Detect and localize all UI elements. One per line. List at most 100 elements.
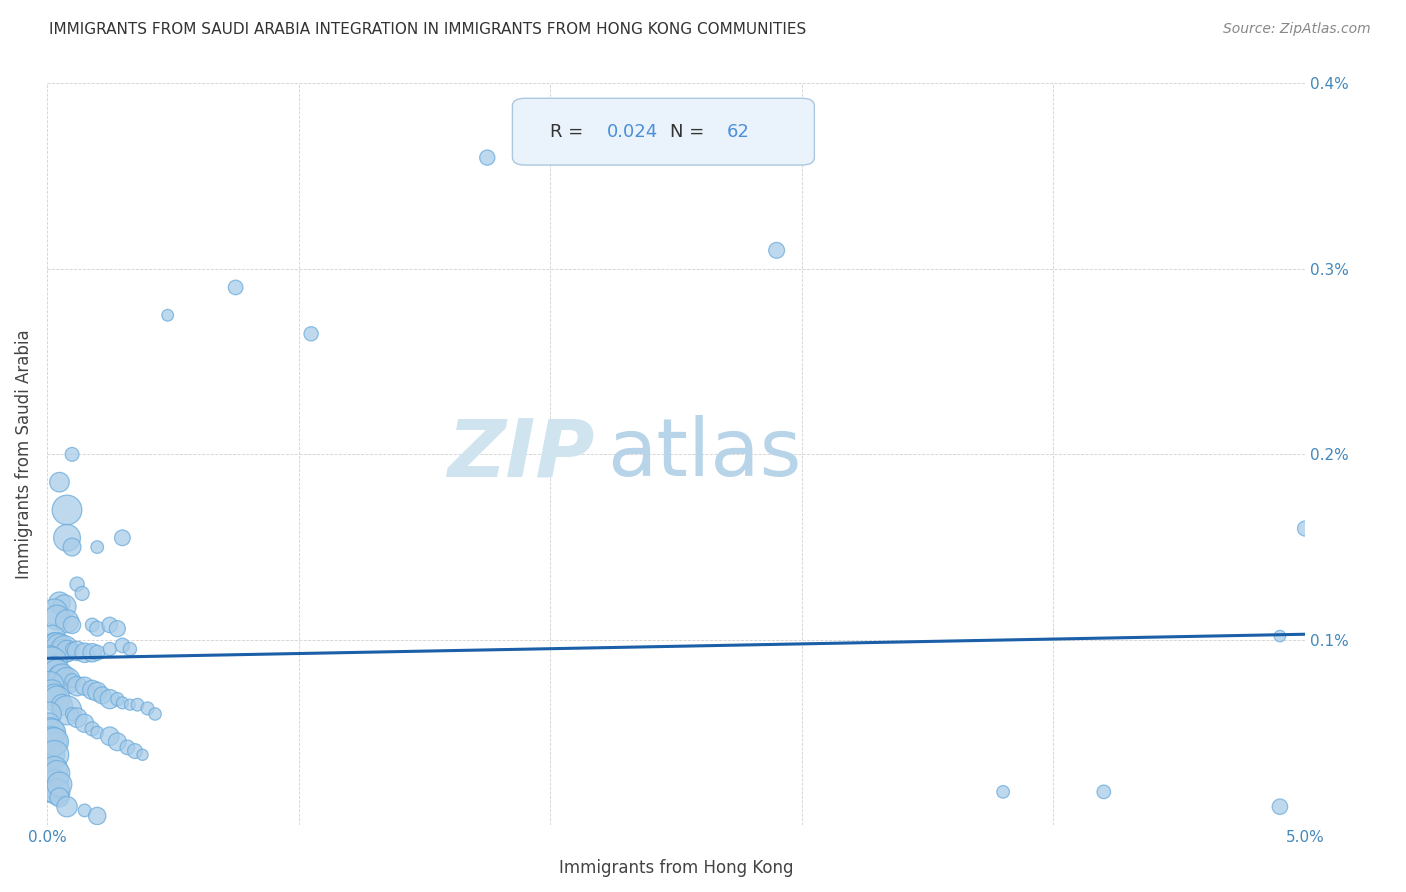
Point <box>66 577 89 591</box>
Point <box>38 744 60 758</box>
Point <box>1092 785 1115 799</box>
Point <box>127 698 149 712</box>
Point <box>38 651 60 665</box>
Point <box>56 673 79 688</box>
Point <box>44 735 66 749</box>
Point <box>48 670 70 684</box>
Point <box>44 747 66 762</box>
Point <box>991 785 1014 799</box>
Point <box>143 706 166 721</box>
Text: 62: 62 <box>727 123 749 141</box>
Point <box>41 632 63 647</box>
Point <box>1268 629 1291 643</box>
Point <box>66 711 89 725</box>
Point <box>56 703 79 717</box>
Point <box>60 706 83 721</box>
Point <box>60 618 83 632</box>
Point <box>118 642 141 657</box>
Point <box>82 682 104 697</box>
Point <box>46 666 69 681</box>
Point <box>98 729 121 743</box>
Point <box>136 701 159 715</box>
Point <box>1294 522 1316 536</box>
Text: N =: N = <box>669 123 710 141</box>
Point <box>66 679 89 693</box>
Point <box>86 646 108 660</box>
Point <box>41 747 63 762</box>
Point <box>38 753 60 767</box>
Point <box>86 725 108 739</box>
Point <box>86 622 108 636</box>
Point <box>44 763 66 777</box>
Point <box>60 673 83 688</box>
Point <box>98 618 121 632</box>
Point <box>44 689 66 703</box>
Y-axis label: Immigrants from Saudi Arabia: Immigrants from Saudi Arabia <box>15 329 32 579</box>
Point <box>86 809 108 823</box>
Point <box>53 642 76 657</box>
Point <box>38 706 60 721</box>
Point <box>105 692 128 706</box>
Point <box>124 744 146 758</box>
Point <box>105 622 128 636</box>
Point <box>46 785 69 799</box>
FancyBboxPatch shape <box>512 98 814 165</box>
Text: atlas: atlas <box>607 416 801 493</box>
Point <box>48 790 70 805</box>
Point <box>82 722 104 736</box>
Point <box>73 716 96 731</box>
Point <box>60 642 83 657</box>
Point <box>51 670 73 684</box>
Point <box>38 725 60 739</box>
Point <box>73 679 96 693</box>
Point <box>44 605 66 619</box>
Text: 0.024: 0.024 <box>607 123 658 141</box>
Point <box>225 280 247 294</box>
Point <box>41 684 63 698</box>
Point <box>111 696 134 710</box>
Point <box>41 763 63 777</box>
Point <box>82 618 104 632</box>
Point <box>98 692 121 706</box>
Point <box>70 586 93 600</box>
Point <box>91 689 114 703</box>
Point <box>56 614 79 628</box>
Point <box>56 531 79 545</box>
Point <box>41 655 63 669</box>
Point <box>44 636 66 650</box>
Text: Source: ZipAtlas.com: Source: ZipAtlas.com <box>1223 22 1371 37</box>
Text: IMMIGRANTS FROM SAUDI ARABIA INTEGRATION IN IMMIGRANTS FROM HONG KONG COMMUNITIE: IMMIGRANTS FROM SAUDI ARABIA INTEGRATION… <box>49 22 807 37</box>
Point <box>86 684 108 698</box>
Point <box>66 644 89 658</box>
Text: ZIP: ZIP <box>447 416 595 493</box>
Point <box>156 308 179 322</box>
Point <box>118 698 141 712</box>
Point <box>44 660 66 674</box>
Point <box>56 799 79 814</box>
Point <box>53 599 76 614</box>
Point <box>86 540 108 554</box>
Point <box>60 447 83 461</box>
Point <box>105 735 128 749</box>
Text: R =: R = <box>550 123 589 141</box>
Point <box>46 692 69 706</box>
Point <box>98 642 121 657</box>
Point <box>73 804 96 818</box>
Point <box>38 763 60 777</box>
X-axis label: Immigrants from Hong Kong: Immigrants from Hong Kong <box>558 859 793 877</box>
Point <box>38 679 60 693</box>
Point <box>48 596 70 610</box>
Point <box>73 646 96 660</box>
Point <box>46 610 69 624</box>
Point <box>41 725 63 739</box>
Point <box>60 540 83 554</box>
Point <box>38 772 60 786</box>
Point <box>46 638 69 652</box>
Point <box>41 735 63 749</box>
Point <box>48 475 70 490</box>
Point <box>56 644 79 658</box>
Point <box>46 766 69 780</box>
Point <box>38 735 60 749</box>
Point <box>111 638 134 652</box>
Point <box>48 640 70 655</box>
